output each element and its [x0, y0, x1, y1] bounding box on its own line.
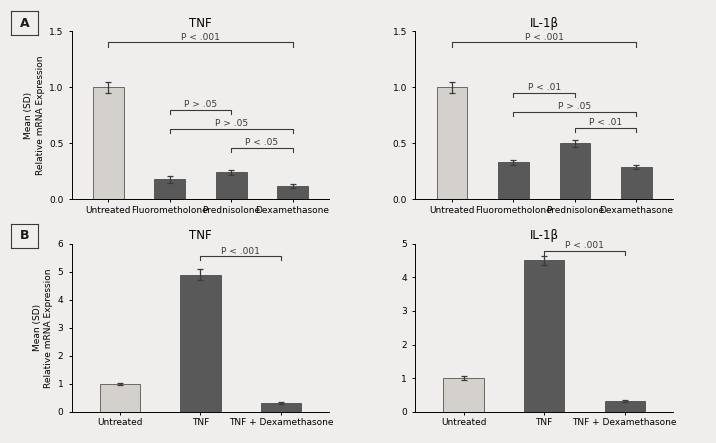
Y-axis label: Mean (SD)
Relative mRNA Expression: Mean (SD) Relative mRNA Expression [24, 55, 44, 175]
Bar [604, 401, 645, 412]
Text: P > .05: P > .05 [215, 119, 248, 128]
Text: B: B [19, 229, 29, 242]
Bar [559, 143, 590, 199]
Bar [261, 403, 301, 412]
Title: IL-1β: IL-1β [530, 229, 558, 242]
Text: P < .001: P < .001 [565, 241, 604, 250]
Bar [216, 172, 246, 199]
Text: P < .001: P < .001 [525, 32, 563, 42]
Y-axis label: Mean (SD)
Relative mRNA Expression: Mean (SD) Relative mRNA Expression [32, 268, 54, 388]
Title: TNF: TNF [189, 17, 212, 30]
Title: IL-1β: IL-1β [530, 17, 558, 30]
Bar [443, 378, 484, 412]
Bar [180, 275, 221, 412]
Text: P < .001: P < .001 [221, 247, 260, 256]
Text: A: A [19, 17, 29, 30]
Title: TNF: TNF [189, 229, 212, 242]
Bar [498, 162, 529, 199]
Text: P < .05: P < .05 [246, 138, 279, 147]
Bar [524, 260, 564, 412]
Text: P < .01: P < .01 [589, 118, 622, 127]
Bar [277, 186, 308, 199]
Text: P < .001: P < .001 [181, 32, 220, 42]
Bar [155, 179, 185, 199]
Text: P > .05: P > .05 [184, 100, 217, 109]
Bar [621, 167, 652, 199]
Text: P > .05: P > .05 [558, 102, 591, 111]
Bar [93, 87, 124, 199]
Bar [100, 384, 140, 412]
Bar [437, 87, 468, 199]
Text: P < .01: P < .01 [528, 83, 561, 92]
